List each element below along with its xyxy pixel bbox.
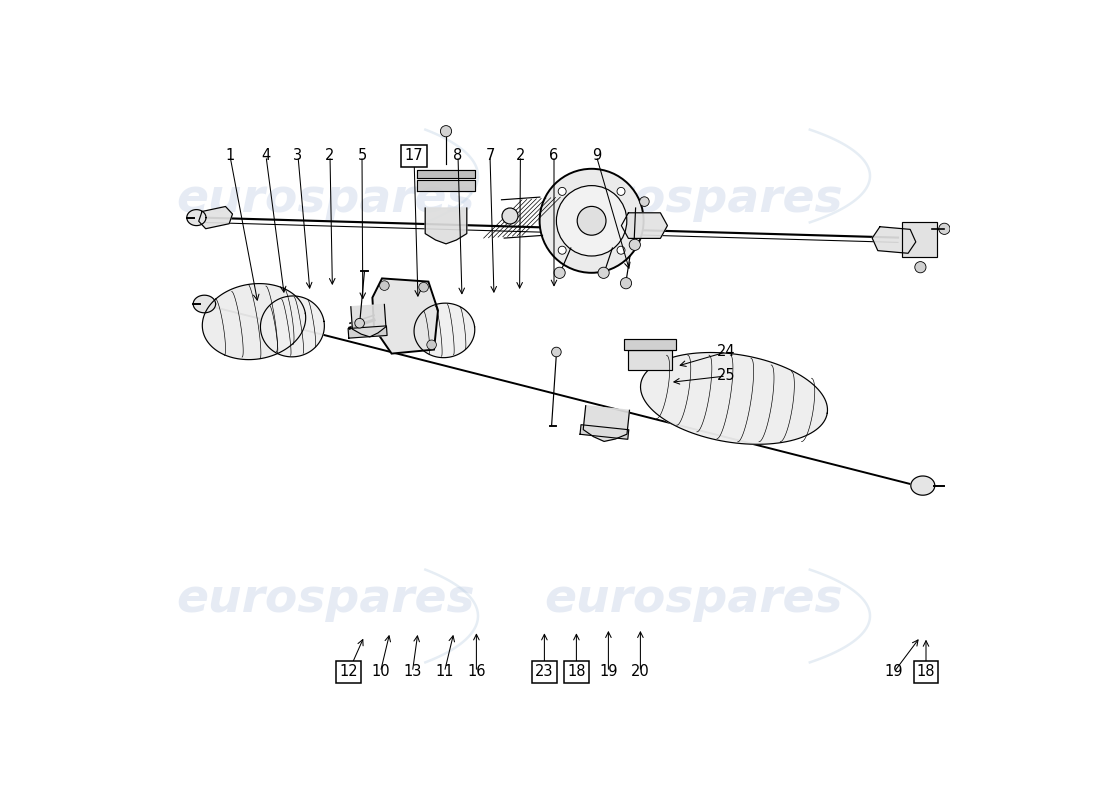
Circle shape	[379, 281, 389, 290]
Circle shape	[915, 262, 926, 273]
Circle shape	[540, 169, 644, 273]
Text: 18: 18	[916, 665, 935, 679]
Text: 11: 11	[436, 665, 453, 679]
Text: eurospares: eurospares	[177, 178, 475, 222]
Circle shape	[558, 246, 566, 254]
Text: 3: 3	[294, 149, 302, 163]
Text: 20: 20	[631, 665, 650, 679]
Polygon shape	[417, 180, 475, 191]
Polygon shape	[583, 406, 629, 442]
Text: 23: 23	[535, 665, 553, 679]
Circle shape	[578, 206, 606, 235]
Circle shape	[419, 282, 428, 292]
Text: 2: 2	[326, 149, 334, 163]
Circle shape	[620, 278, 631, 289]
Text: 2: 2	[516, 149, 525, 163]
Circle shape	[629, 239, 640, 250]
Text: 16: 16	[468, 665, 486, 679]
Text: 19: 19	[884, 665, 903, 679]
FancyBboxPatch shape	[902, 222, 937, 257]
Circle shape	[554, 267, 565, 278]
Circle shape	[355, 318, 364, 328]
Text: 18: 18	[568, 665, 585, 679]
Polygon shape	[628, 350, 672, 370]
Circle shape	[502, 208, 518, 224]
Circle shape	[427, 340, 437, 350]
Polygon shape	[348, 326, 387, 338]
Polygon shape	[199, 206, 232, 229]
Text: 5: 5	[358, 149, 366, 163]
Circle shape	[551, 347, 561, 357]
Polygon shape	[580, 425, 629, 439]
Text: 7: 7	[485, 149, 495, 163]
Circle shape	[617, 246, 625, 254]
Polygon shape	[911, 476, 935, 495]
Polygon shape	[373, 278, 438, 354]
Polygon shape	[621, 213, 668, 238]
Text: 8: 8	[453, 149, 463, 163]
Polygon shape	[426, 208, 466, 244]
Text: 19: 19	[600, 665, 618, 679]
Polygon shape	[261, 296, 324, 357]
Circle shape	[938, 223, 950, 234]
Text: 10: 10	[371, 665, 389, 679]
Text: 9: 9	[592, 149, 601, 163]
Polygon shape	[351, 305, 386, 337]
Text: 1: 1	[226, 149, 234, 163]
Circle shape	[558, 187, 566, 195]
Text: 25: 25	[717, 369, 735, 383]
Polygon shape	[187, 210, 206, 226]
Text: 4: 4	[262, 149, 271, 163]
Circle shape	[639, 197, 649, 206]
Circle shape	[598, 267, 609, 278]
Polygon shape	[202, 283, 306, 360]
Polygon shape	[624, 339, 675, 350]
Text: 24: 24	[717, 345, 735, 359]
Text: 13: 13	[404, 665, 421, 679]
Circle shape	[557, 186, 627, 256]
Text: eurospares: eurospares	[544, 178, 844, 222]
Text: 17: 17	[405, 149, 424, 163]
Circle shape	[617, 187, 625, 195]
Text: eurospares: eurospares	[177, 578, 475, 622]
Text: 6: 6	[549, 149, 559, 163]
Polygon shape	[872, 226, 916, 254]
Polygon shape	[194, 295, 216, 313]
Circle shape	[440, 126, 452, 137]
Text: 12: 12	[339, 665, 358, 679]
Polygon shape	[640, 353, 827, 444]
Text: eurospares: eurospares	[544, 578, 844, 622]
Polygon shape	[417, 170, 475, 178]
Polygon shape	[414, 303, 475, 358]
